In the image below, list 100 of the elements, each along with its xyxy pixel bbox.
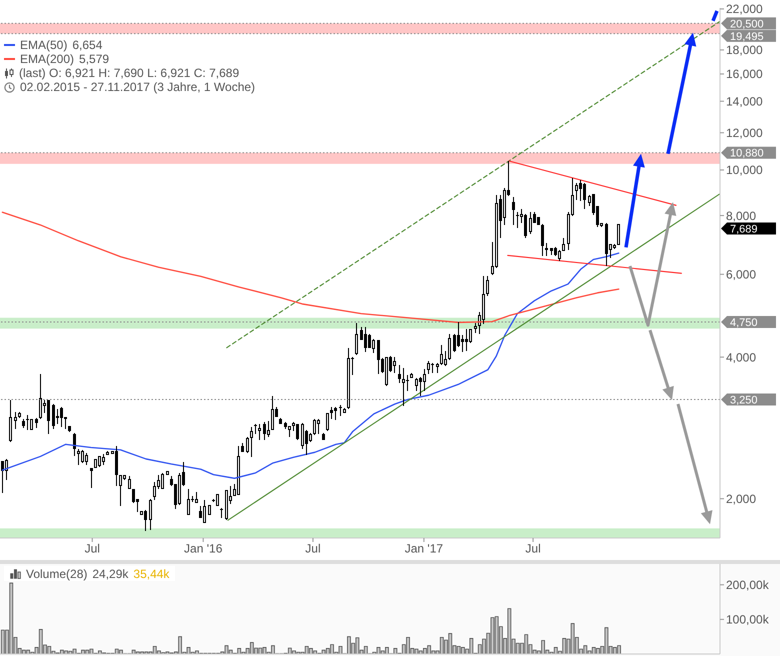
y-tick-label: 14,000	[726, 94, 764, 109]
candlestick	[410, 372, 413, 378]
y-tick-label: 6,000	[726, 268, 756, 282]
candlestick	[334, 406, 337, 420]
candlestick	[153, 482, 156, 500]
candlestick	[144, 510, 147, 532]
candlestick	[423, 368, 426, 392]
y-tick-label: 12,000	[726, 126, 764, 140]
candlestick	[402, 368, 405, 406]
candlestick	[35, 418, 38, 428]
candlestick	[613, 244, 616, 250]
candlestick	[296, 424, 299, 440]
candlestick	[427, 360, 430, 374]
candlestick	[339, 404, 342, 416]
x-tick-label: Jan '17	[404, 542, 444, 556]
candlestick	[98, 456, 101, 468]
legend-label: EMA(50)	[20, 38, 68, 52]
candlestick	[541, 224, 544, 256]
ref-line-label: 10,880	[730, 148, 764, 160]
candlestick	[47, 400, 50, 434]
candlestick	[26, 414, 29, 430]
candlestick	[529, 212, 532, 234]
candlestick	[203, 500, 206, 523]
candlestick	[246, 436, 249, 454]
line-series	[2, 252, 620, 479]
candlestick	[73, 432, 76, 456]
candlestick	[440, 344, 443, 366]
annotation: (last) O: 6,921 H: 7,690 L: 6,921 C: 7,689	[19, 66, 240, 80]
candlestick	[550, 248, 553, 256]
annotation: 35,44k	[133, 566, 170, 580]
candlestick	[115, 446, 118, 486]
candlestick	[583, 182, 586, 210]
candlestick	[326, 413, 329, 432]
candlestick	[178, 472, 181, 506]
candlestick	[355, 322, 358, 356]
legend-label: EMA(200)	[20, 52, 74, 66]
candlestick	[30, 419, 33, 430]
candlestick	[461, 334, 464, 352]
candlestick	[575, 182, 578, 200]
candlestick	[545, 242, 548, 256]
y-tick-label: 16,000	[726, 67, 764, 82]
x-tick-label: Jul	[305, 542, 321, 556]
candlestick	[288, 426, 291, 438]
y-tick-label: 18,000	[726, 43, 764, 58]
candlestick	[52, 404, 55, 430]
candlestick	[149, 498, 152, 530]
candlestick	[81, 450, 84, 464]
annotation: 24,29k	[92, 566, 128, 580]
candlestick	[22, 418, 25, 428]
candlestick	[187, 488, 190, 515]
candlestick	[18, 412, 21, 418]
candlestick	[216, 494, 219, 506]
candlestick	[406, 374, 409, 392]
candlestick	[237, 446, 240, 495]
candlestick	[398, 364, 401, 384]
candlestick	[208, 505, 211, 515]
candlestick	[279, 418, 282, 424]
candlestick	[241, 442, 244, 452]
candlestick	[486, 276, 489, 296]
candlestick	[503, 188, 506, 226]
annotation: 02.02.2015 - 27.11.2017 (3 Jahre, 1 Woche)	[20, 80, 256, 94]
ref-line-label: 4,750	[730, 316, 758, 329]
ref-line-label: 20,500	[730, 18, 764, 30]
annotation: 6,654	[72, 38, 102, 52]
y-tick-label: 10,000	[726, 163, 764, 178]
x-tick-label: Jan '16	[184, 542, 223, 556]
candlestick	[39, 374, 42, 420]
candlestick	[372, 338, 375, 354]
annotation: 5,579	[79, 52, 110, 66]
candlestick	[9, 400, 12, 442]
candlestick	[558, 250, 561, 262]
candlestick	[309, 432, 312, 442]
candlestick	[322, 432, 325, 440]
candlestick	[128, 476, 131, 489]
candlestick	[377, 340, 380, 374]
y-tick-label: 100,00k	[726, 612, 770, 627]
candlestick	[5, 458, 8, 480]
candlestick	[524, 214, 527, 238]
candlestick	[14, 412, 17, 430]
candlestick	[161, 472, 164, 489]
candlestick	[313, 418, 316, 436]
candlestick	[301, 422, 304, 450]
candlestick	[225, 490, 228, 520]
candlestick	[474, 322, 477, 334]
candlestick	[415, 378, 418, 392]
candlestick	[562, 238, 565, 251]
candlestick	[516, 212, 519, 228]
candlestick	[364, 326, 367, 352]
ref-line-label: 19,495	[730, 30, 764, 43]
candlestick	[60, 406, 63, 428]
candlestick	[263, 422, 266, 440]
candlestick	[617, 224, 620, 245]
legend-label: Volume(28)	[26, 566, 88, 580]
candlestick	[271, 396, 274, 430]
candlestick	[554, 246, 557, 256]
candlestick	[368, 334, 371, 348]
candlestick	[579, 180, 582, 202]
candlestick	[457, 322, 460, 348]
candlestick	[330, 406, 333, 420]
candlestick	[106, 450, 109, 455]
